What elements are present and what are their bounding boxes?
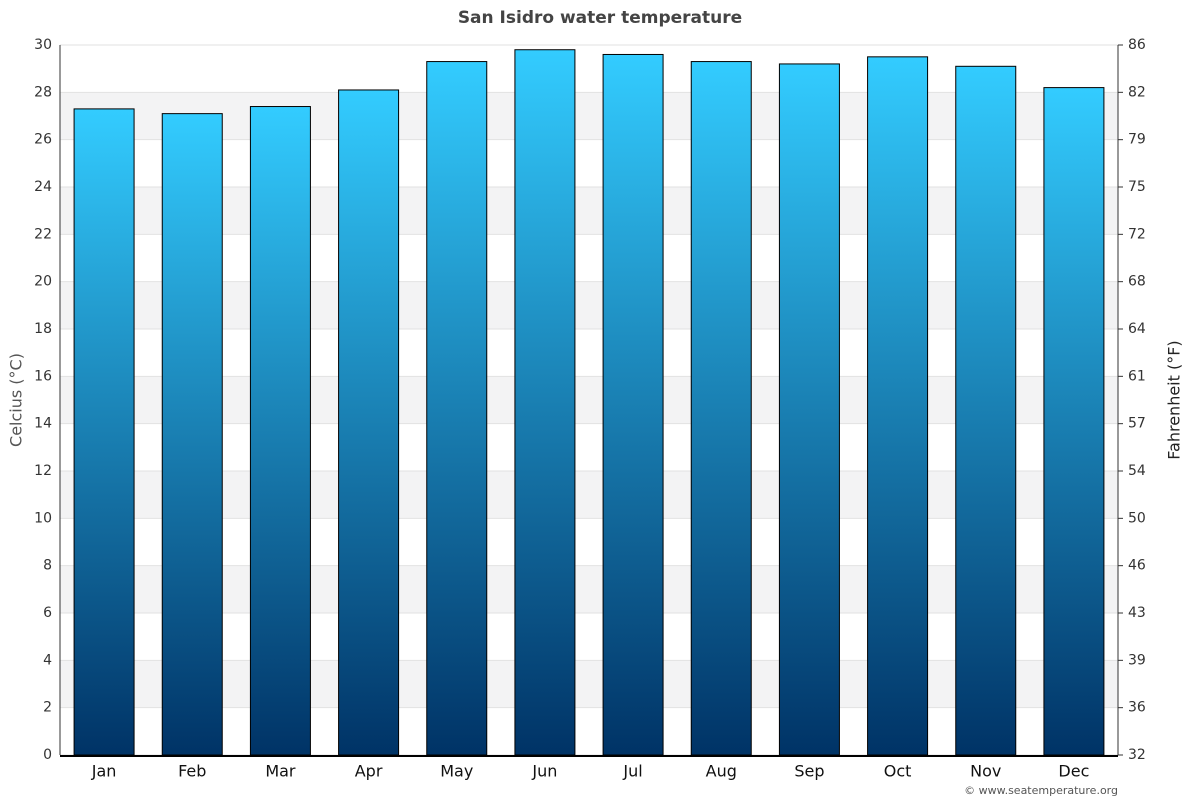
- y2-tick-label: 86: [1128, 37, 1146, 53]
- y-tick-label: 26: [34, 132, 52, 148]
- y2-tick-label: 32: [1128, 747, 1146, 763]
- grid-band: [60, 471, 1118, 519]
- y-tick-label: 30: [34, 37, 52, 53]
- y-tick-label: 12: [34, 463, 52, 479]
- grid-band: [60, 660, 1118, 708]
- grid-band: [60, 92, 1118, 140]
- y-tick-label: 24: [34, 179, 52, 195]
- y2-tick-label: 54: [1128, 463, 1146, 479]
- bar: [955, 65, 1017, 756]
- bar: [1043, 87, 1105, 756]
- credit: © www.seatemperature.org: [964, 784, 1118, 797]
- y2-tick-label: 64: [1128, 321, 1146, 337]
- bar: [514, 49, 576, 756]
- y-tick-label: 0: [43, 747, 52, 763]
- grid-band: [60, 565, 1118, 613]
- x-tick-label: Mar: [265, 762, 296, 781]
- bar: [73, 108, 135, 756]
- y-tick-label: 6: [43, 605, 52, 621]
- y2-tick-label: 39: [1128, 652, 1146, 668]
- y-axis-label: Celcius (°C): [7, 353, 26, 447]
- y2-tick-label: 46: [1128, 558, 1146, 574]
- grid-band: [60, 376, 1118, 424]
- grid-band: [60, 281, 1118, 329]
- y-tick-label: 20: [34, 274, 52, 290]
- y2-axis-label: Fahrenheit (°F): [1165, 340, 1184, 459]
- y2-tick-label: 50: [1128, 510, 1146, 526]
- x-tick-label: Apr: [355, 762, 383, 781]
- x-tick-label: Dec: [1058, 762, 1089, 781]
- y2-tick-label: 75: [1128, 179, 1146, 195]
- y2-tick-label: 61: [1128, 368, 1146, 384]
- x-tick-label: Aug: [706, 762, 737, 781]
- bar: [690, 61, 752, 756]
- x-tick-label: Nov: [970, 762, 1001, 781]
- y2-tick-label: 79: [1128, 132, 1146, 148]
- y-tick-label: 8: [43, 558, 52, 574]
- bar: [249, 106, 311, 756]
- y-tick-label: 18: [34, 321, 52, 337]
- x-tick-label: Jun: [531, 762, 557, 781]
- chart-title: San Isidro water temperature: [458, 8, 742, 28]
- bar: [602, 53, 664, 756]
- x-tick-label: Oct: [884, 762, 912, 781]
- bar: [426, 61, 488, 756]
- y-tick-label: 14: [34, 416, 52, 432]
- grid-band: [60, 187, 1118, 235]
- y2-tick-label: 82: [1128, 84, 1146, 100]
- y-tick-label: 4: [43, 652, 52, 668]
- y2-tick-label: 43: [1128, 605, 1146, 621]
- y-tick-label: 10: [34, 510, 52, 526]
- bar: [161, 113, 223, 756]
- y-tick-label: 16: [34, 368, 52, 384]
- y2-tick-label: 72: [1128, 226, 1146, 242]
- bar: [867, 56, 929, 756]
- bar: [778, 63, 840, 756]
- y2-tick-label: 68: [1128, 274, 1146, 290]
- x-tick-label: Jan: [91, 762, 117, 781]
- y-tick-label: 22: [34, 226, 52, 242]
- y2-tick-label: 57: [1128, 416, 1146, 432]
- y-tick-label: 28: [34, 84, 52, 100]
- y2-tick-label: 36: [1128, 700, 1146, 716]
- x-tick-label: Feb: [178, 762, 206, 781]
- x-tick-label: Sep: [794, 762, 824, 781]
- y-tick-label: 2: [43, 700, 52, 716]
- bar: [338, 89, 400, 756]
- x-tick-label: May: [440, 762, 473, 781]
- x-tick-label: Jul: [622, 762, 642, 781]
